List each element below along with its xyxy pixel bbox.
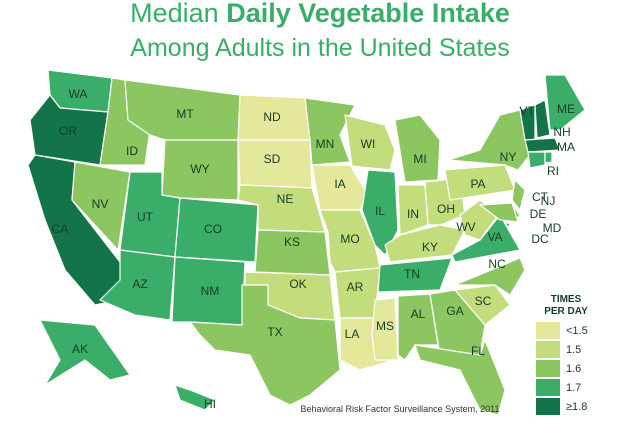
legend-label: 1.7 bbox=[566, 382, 581, 394]
state bbox=[361, 169, 399, 256]
legend-swatch bbox=[536, 398, 560, 415]
state-label: OH bbox=[437, 202, 455, 216]
state bbox=[511, 179, 526, 211]
state-label: NE bbox=[277, 192, 294, 206]
state-label: CT bbox=[532, 190, 549, 204]
state-label: NY bbox=[500, 150, 517, 164]
state-label: ID bbox=[126, 144, 138, 158]
state-label: VA bbox=[487, 230, 502, 244]
state-label: DC bbox=[531, 232, 549, 246]
state-label: PA bbox=[470, 177, 485, 191]
legend: TIMES PER DAY <1.5 1.5 1.6 1.7 ≥1.8 bbox=[536, 294, 588, 415]
state-label: WV bbox=[456, 220, 475, 234]
state bbox=[454, 284, 511, 326]
state bbox=[504, 221, 511, 229]
subtitle: Among Adults in the United States bbox=[130, 34, 509, 62]
state-label: WY bbox=[190, 162, 209, 176]
state bbox=[524, 137, 561, 153]
legend-swatch bbox=[536, 341, 560, 358]
state-label: MN bbox=[316, 137, 335, 151]
state-label: LA bbox=[345, 327, 360, 341]
state-label: TX bbox=[267, 325, 282, 339]
state-label: TN bbox=[404, 267, 420, 281]
state-label: WI bbox=[361, 137, 376, 151]
state bbox=[189, 284, 341, 406]
state-label: IA bbox=[334, 177, 345, 191]
legend-label: <1.5 bbox=[566, 325, 588, 337]
state bbox=[174, 197, 259, 263]
state-label: FL bbox=[471, 344, 485, 358]
state-label: DE bbox=[530, 207, 547, 221]
state bbox=[429, 289, 486, 356]
state-label: UT bbox=[137, 210, 154, 224]
legend-label: ≥1.8 bbox=[566, 401, 587, 413]
title: Median Daily Vegetable Intake bbox=[130, 0, 510, 28]
state-label: CO bbox=[204, 222, 222, 236]
state-label: ME bbox=[557, 102, 575, 116]
state-label: AR bbox=[347, 280, 364, 294]
state bbox=[174, 384, 216, 411]
state-label: ND bbox=[263, 110, 281, 124]
state-label: NC bbox=[488, 257, 506, 271]
state-label: RI bbox=[547, 164, 559, 178]
state-label: MS bbox=[376, 319, 394, 333]
legend-swatch bbox=[536, 379, 560, 396]
state-label: MT bbox=[176, 107, 194, 121]
state-label: NM bbox=[201, 284, 220, 298]
state bbox=[544, 74, 586, 131]
state bbox=[344, 114, 396, 171]
legend-title: PER DAY bbox=[544, 306, 588, 317]
state bbox=[451, 214, 521, 263]
state bbox=[377, 257, 453, 293]
state-label: WA bbox=[69, 87, 88, 101]
legend-swatch bbox=[536, 360, 560, 377]
state-label: MD bbox=[543, 221, 562, 235]
title-bold: Daily Vegetable Intake bbox=[226, 0, 510, 28]
state-label: KS bbox=[284, 235, 300, 249]
state bbox=[544, 151, 553, 164]
state-label: OK bbox=[289, 277, 306, 291]
state bbox=[371, 297, 399, 361]
state-label: AL bbox=[411, 307, 426, 321]
state bbox=[454, 257, 526, 296]
state-labels: WA OR CA ID NV MT WY UT CO AZ NM ND SD NE KS OK TX MN IA MO… bbox=[52, 87, 575, 411]
state-label: SD bbox=[264, 152, 281, 166]
legend-label: 1.5 bbox=[566, 344, 581, 356]
state-label: VT bbox=[519, 104, 535, 118]
state bbox=[39, 319, 131, 386]
state-label: NV bbox=[92, 197, 109, 211]
state bbox=[394, 114, 441, 183]
title-light: Median bbox=[130, 0, 219, 28]
state-label: MO bbox=[340, 232, 359, 246]
state-label: AK bbox=[72, 342, 88, 356]
state bbox=[534, 99, 551, 139]
state-label: AZ bbox=[132, 277, 147, 291]
state-label: SC bbox=[475, 294, 492, 308]
state bbox=[414, 339, 506, 416]
state bbox=[527, 151, 546, 169]
state-label: KY bbox=[422, 240, 438, 254]
state-label: GA bbox=[446, 304, 463, 318]
state bbox=[304, 97, 356, 166]
state-label: MA bbox=[557, 140, 575, 154]
source: Behavioral Risk Factor Surveillance Syst… bbox=[301, 404, 500, 414]
legend-swatch bbox=[536, 322, 560, 339]
states bbox=[27, 69, 586, 416]
state-label: NJ bbox=[541, 194, 556, 208]
state-label: IL bbox=[375, 204, 385, 218]
state-label: MI bbox=[413, 152, 426, 166]
legend-title: TIMES bbox=[551, 294, 582, 305]
legend-label: 1.6 bbox=[566, 363, 581, 375]
state bbox=[71, 161, 131, 251]
state bbox=[447, 109, 531, 171]
state-label: CA bbox=[52, 222, 69, 236]
state-label: IN bbox=[407, 207, 419, 221]
state-label: HI bbox=[204, 397, 216, 411]
state-label: OR bbox=[59, 124, 77, 138]
state bbox=[479, 202, 519, 223]
state-label: NH bbox=[553, 125, 570, 139]
